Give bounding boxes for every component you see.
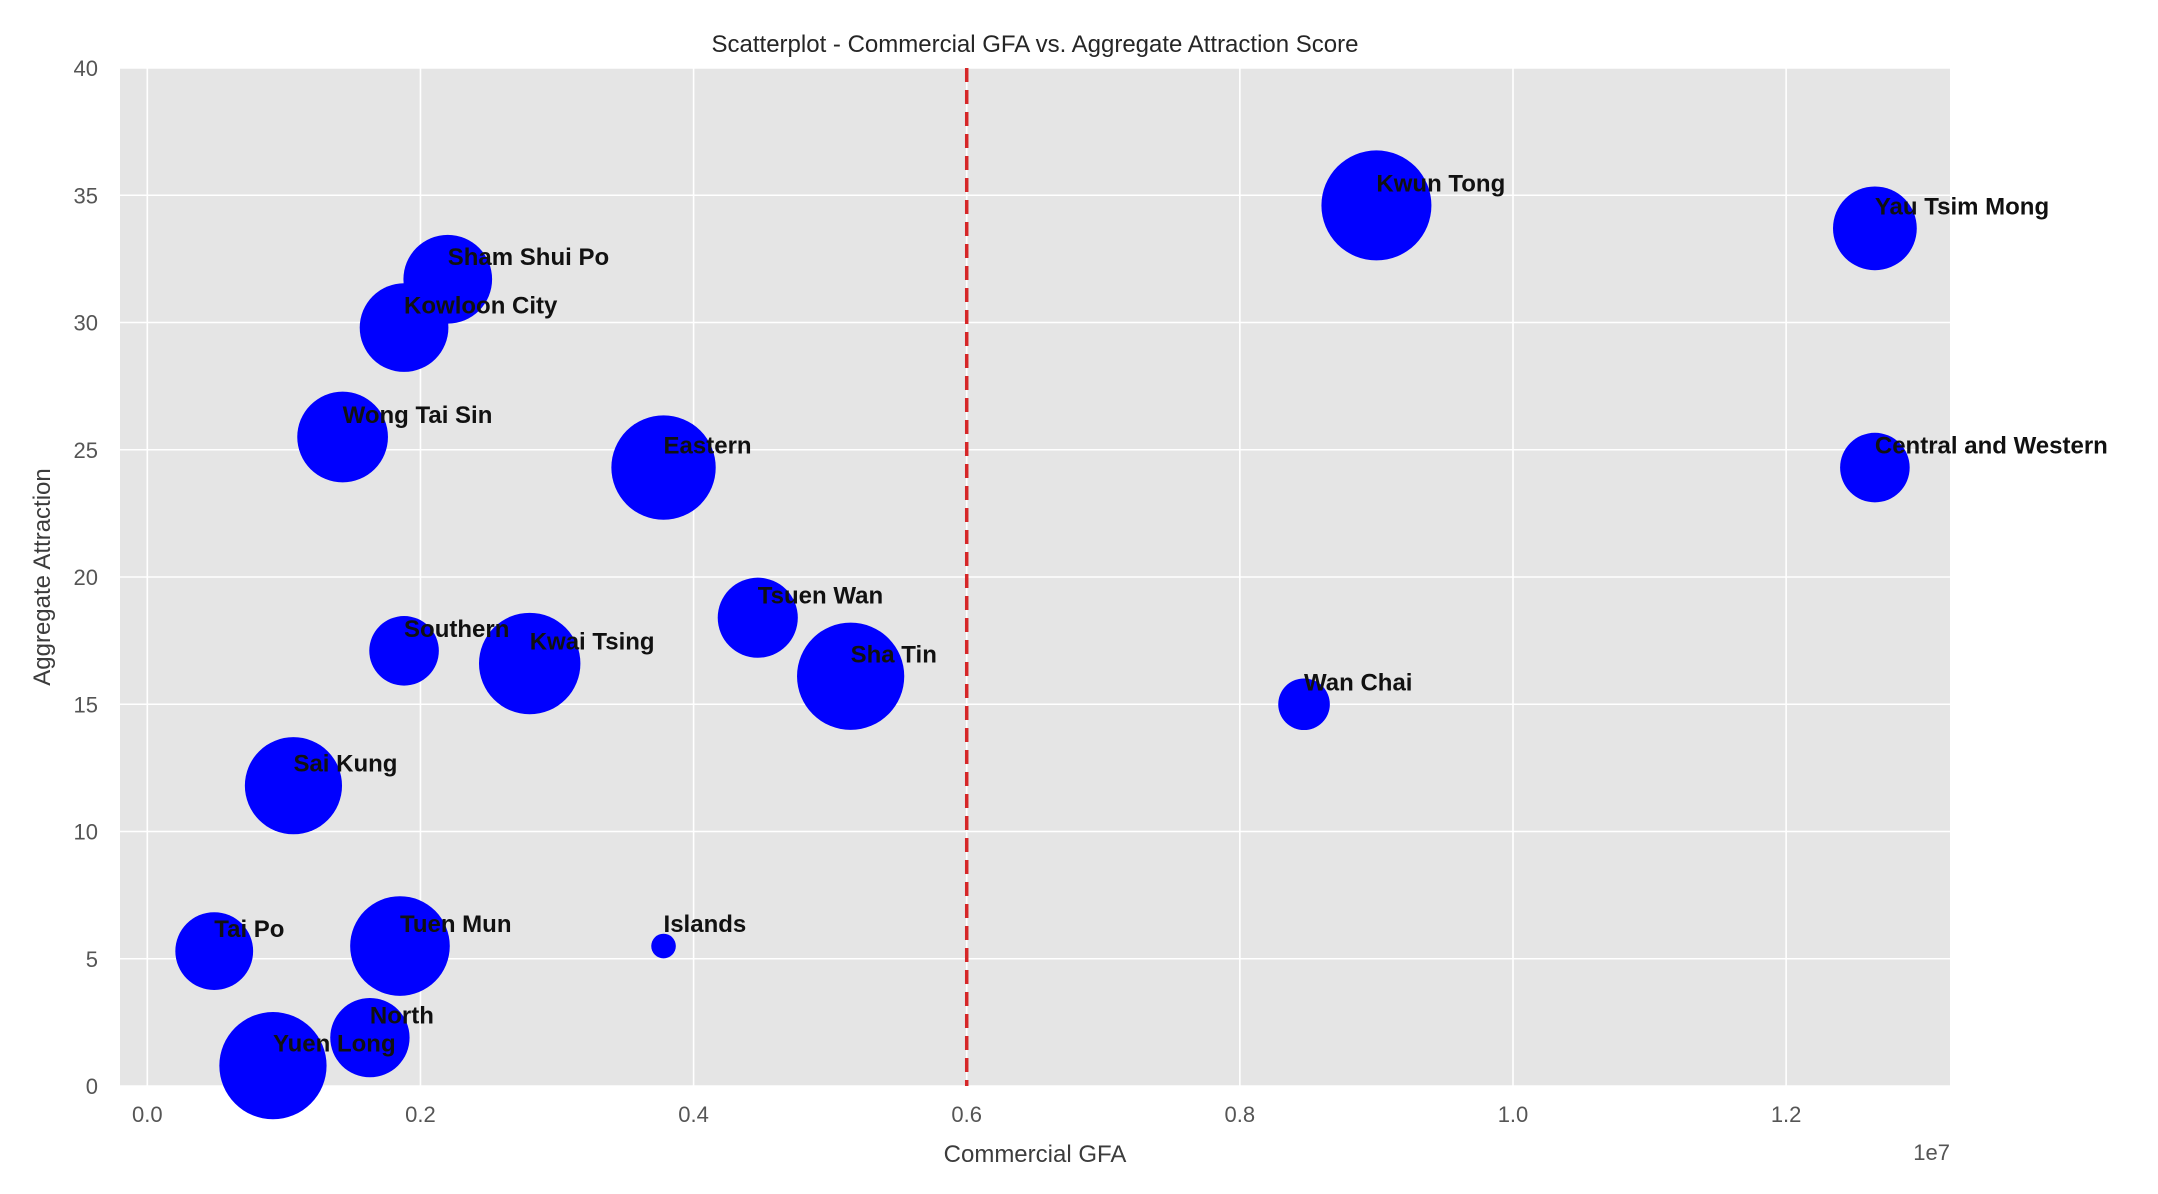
data-point — [350, 896, 450, 996]
y-tick-label: 40 — [74, 56, 98, 81]
data-point — [1321, 150, 1432, 261]
chart-title: Scatterplot - Commercial GFA vs. Aggrega… — [712, 31, 1359, 58]
x-tick-label: 1.0 — [1498, 1102, 1529, 1127]
data-point — [797, 622, 905, 730]
point-label: Tsuen Wan — [758, 583, 883, 610]
x-tick-label: 0.2 — [405, 1102, 436, 1127]
data-point — [478, 612, 581, 715]
point-label: Sham Shui Po — [448, 244, 609, 271]
point-label: Sai Kung — [293, 751, 397, 778]
data-point — [717, 577, 798, 658]
y-tick-label: 0 — [86, 1074, 98, 1099]
point-label: Eastern — [664, 433, 752, 460]
data-point — [651, 933, 676, 959]
data-point — [1840, 432, 1910, 503]
y-tick-label: 5 — [86, 947, 98, 972]
x-axis-label: Commercial GFA — [944, 1141, 1127, 1168]
y-tick-label: 15 — [74, 692, 98, 717]
data-points — [175, 150, 1917, 1120]
point-label: Tuen Mun — [400, 911, 512, 938]
point-label: Wan Chai — [1304, 669, 1412, 696]
data-point — [359, 283, 449, 372]
point-label: Islands — [664, 911, 747, 938]
data-point — [244, 737, 343, 835]
point-label: Central and Western — [1875, 433, 2108, 460]
data-point — [369, 616, 439, 686]
point-label: Yau Tsim Mong — [1875, 193, 2049, 220]
y-tick-label: 25 — [74, 438, 98, 463]
data-point — [1278, 678, 1330, 731]
y-axis-label: Aggregate Attraction — [29, 468, 56, 685]
x-tick-label: 1.2 — [1771, 1102, 1802, 1127]
point-label: Kwun Tong — [1376, 170, 1505, 197]
y-tick-label: 35 — [74, 183, 98, 208]
point-label: North — [370, 1003, 434, 1030]
point-label: Southern — [404, 616, 509, 643]
point-labels: Kwun Tong Yau Tsim Mong Sham Shui Po Kowloo… — [214, 170, 2108, 1057]
point-label: Tai Po — [214, 916, 284, 943]
y-tick-label: 10 — [74, 820, 98, 845]
x-tick-label: 0.6 — [951, 1102, 982, 1127]
data-point — [330, 997, 410, 1078]
point-label: Wong Tai Sin — [343, 402, 493, 429]
x-tick-label: 0.0 — [132, 1102, 163, 1127]
data-point — [611, 415, 716, 520]
y-tick-label: 20 — [74, 565, 98, 590]
x-axis-offset-text: 1e7 — [1913, 1140, 1950, 1165]
point-label: Kwai Tsing — [530, 629, 655, 656]
data-point — [297, 391, 388, 483]
point-label: Sha Tin — [851, 641, 937, 668]
data-point — [219, 1012, 327, 1120]
point-label: Yuen Long — [273, 1031, 396, 1058]
x-tick-label: 0.4 — [678, 1102, 709, 1127]
data-point — [175, 912, 254, 991]
y-tick-label: 30 — [74, 311, 98, 336]
x-tick-label: 0.8 — [1225, 1102, 1256, 1127]
data-point — [1833, 186, 1917, 271]
tick-labels: 0.0 0.2 0.4 0.6 0.8 1.0 1.2 0 5 10 15 20 25 30 35 40 — [74, 56, 1802, 1127]
point-label: Kowloon City — [404, 293, 558, 320]
